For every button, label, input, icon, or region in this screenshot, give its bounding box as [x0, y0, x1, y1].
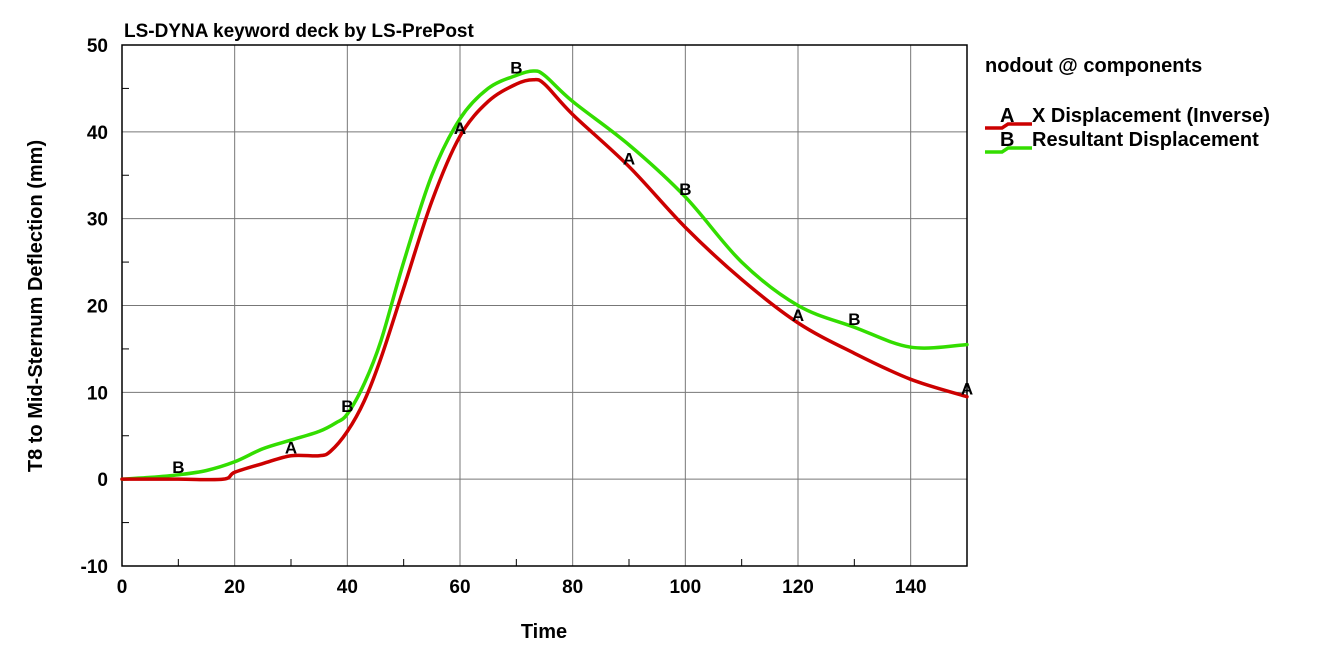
series-marker: B: [848, 310, 860, 329]
series-markers: A A A A A B B B B B: [172, 58, 973, 476]
x-tick-label: 20: [224, 577, 245, 598]
y-tick-label: 0: [97, 470, 108, 491]
series-marker: A: [792, 306, 804, 325]
x-tick-label: 60: [449, 577, 470, 598]
x-tick-label: 40: [337, 577, 358, 598]
y-tick-label: 20: [87, 297, 108, 318]
series-marker: A: [623, 150, 635, 169]
y-tick-label: 30: [87, 210, 108, 231]
series-marker: B: [679, 180, 691, 199]
legend-entry: X Displacement (Inverse): [1032, 105, 1270, 127]
series-marker: A: [285, 439, 297, 458]
series-marker: B: [341, 397, 353, 416]
legend-entry: Resultant Displacement: [1032, 129, 1259, 151]
legend-swatch: [985, 146, 1032, 154]
plot-area: [121, 44, 968, 567]
y-tick-label: -10: [81, 557, 108, 578]
legend-title: nodout @ components: [985, 55, 1202, 77]
series-marker: A: [961, 380, 973, 399]
x-tick-label: 100: [669, 577, 701, 598]
y-axis-label: T8 to Mid-Sternum Deflection (mm): [25, 140, 47, 472]
legend: nodout @ components A X Displacement (Inv…: [985, 55, 1270, 154]
x-tick-label: 80: [562, 577, 583, 598]
series-line: [120, 69, 969, 481]
legend-marker: B: [1000, 129, 1014, 151]
x-tick-label: 0: [117, 577, 128, 598]
y-tick-label: 10: [87, 383, 108, 404]
axis-ticks: 0 20 40 60 80 100 120 140 -10 0 10 20 30 40 50: [81, 36, 968, 598]
series-lines: [120, 69, 969, 482]
series-marker: A: [454, 119, 466, 138]
y-tick-label: 50: [87, 36, 108, 57]
legend-swatch: [985, 122, 1032, 130]
chart-title: LS-DYNA keyword deck by LS-PrePost: [124, 21, 475, 42]
series-marker: B: [510, 58, 522, 77]
y-tick-label: 40: [87, 123, 108, 144]
x-axis-label: Time: [521, 621, 567, 643]
series-marker: B: [172, 458, 184, 477]
grid: [121, 44, 967, 567]
legend-marker: A: [1000, 105, 1014, 127]
x-tick-label: 120: [782, 577, 814, 598]
x-tick-label: 140: [895, 577, 927, 598]
series-line: [120, 77, 969, 482]
